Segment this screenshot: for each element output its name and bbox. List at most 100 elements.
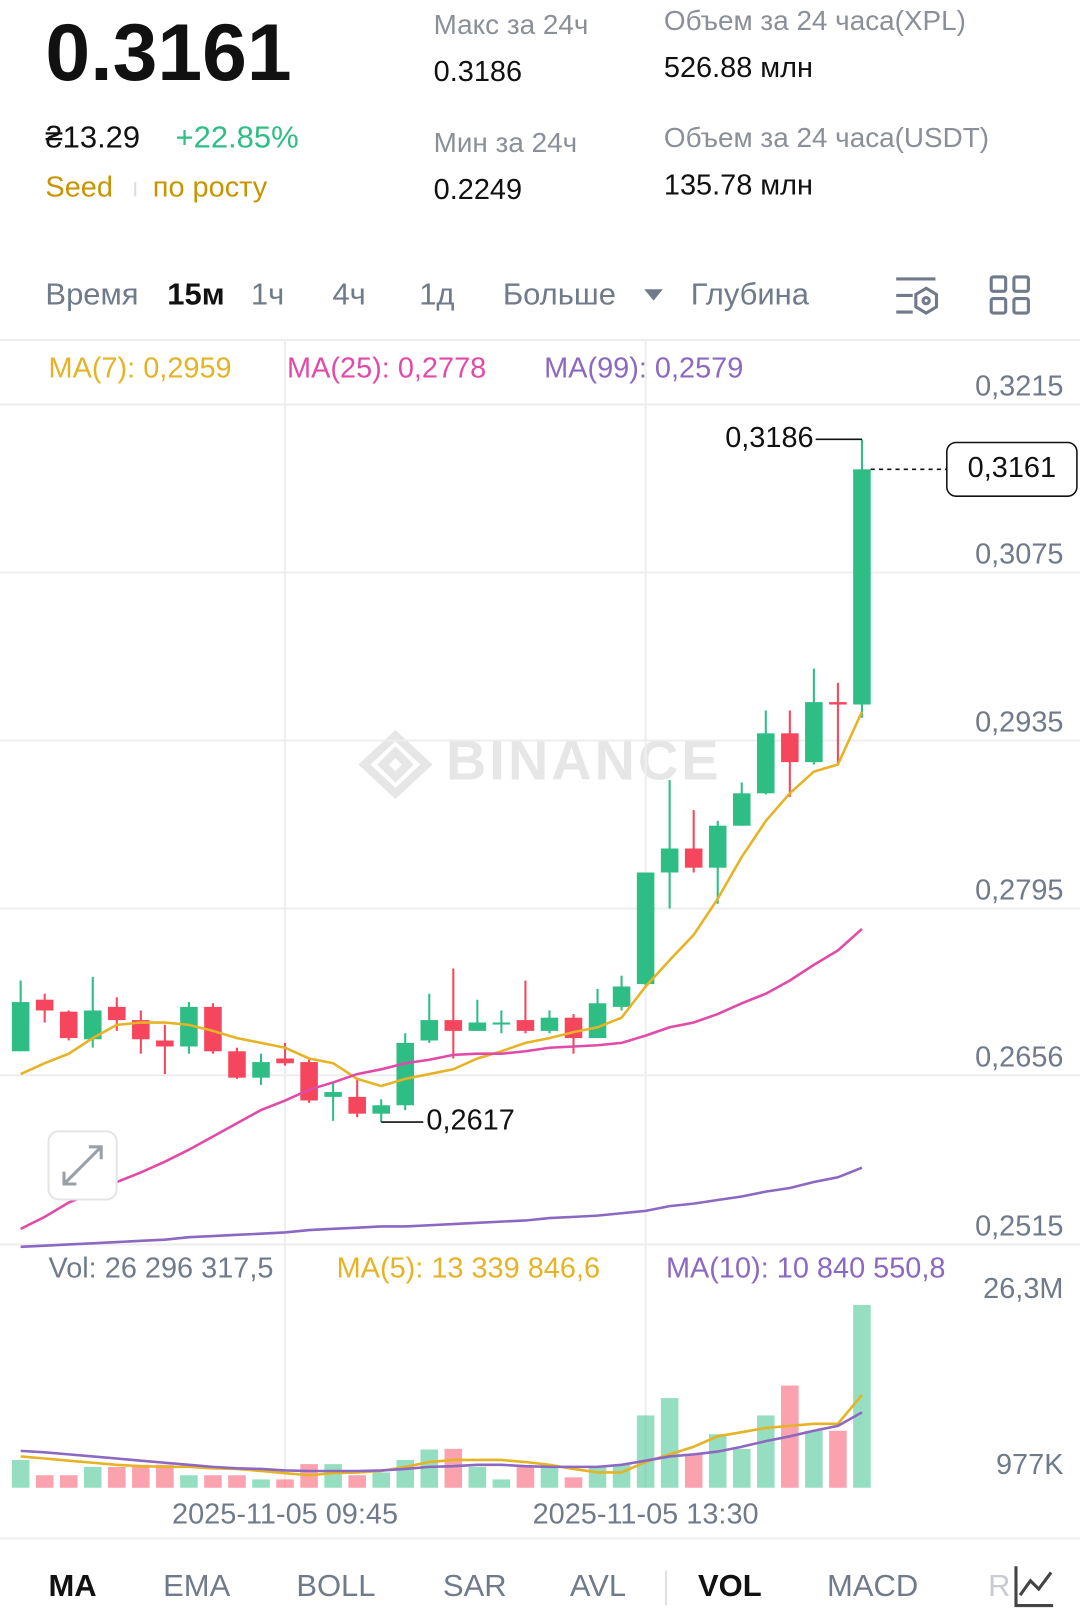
y-tick-label: 0,2656: [975, 1041, 1063, 1073]
ma-line: [20, 711, 864, 1088]
volume-bar: [59, 1475, 78, 1488]
volume-bar: [276, 1479, 294, 1488]
depth-tab[interactable]: Глубина: [691, 277, 810, 312]
layout-icon[interactable]: [989, 275, 1030, 315]
fiat-price: ₴13.29: [45, 120, 140, 155]
legend-entry: MA(5): 13 339 846,6: [337, 1252, 600, 1284]
candle-body: [228, 1051, 246, 1078]
ma-line: [20, 1166, 863, 1249]
volume-bar: [660, 1398, 679, 1488]
candle-body: [564, 1017, 583, 1039]
candle-body: [156, 1040, 174, 1047]
volume-bar: [444, 1448, 463, 1488]
volume-ma-line: [20, 1394, 863, 1477]
volume-bar: [324, 1464, 342, 1488]
candle-body: [805, 702, 823, 763]
last-price-label: 0,3161: [968, 452, 1056, 484]
indicator-tab[interactable]: BOLL: [296, 1568, 375, 1603]
stat-value: 526.88 млн: [664, 52, 813, 84]
interval-tab[interactable]: 1д: [419, 277, 454, 312]
candle-body: [420, 1020, 439, 1041]
settings-icon[interactable]: [896, 277, 939, 315]
y-tick-label: 0,3215: [975, 371, 1063, 403]
candle-body: [132, 1020, 150, 1040]
volume-bar: [132, 1464, 150, 1488]
interval-tab[interactable]: 1ч: [251, 277, 284, 312]
volume-bar: [420, 1449, 439, 1488]
candle-body: [636, 872, 655, 985]
stat-value: 0.3186: [434, 56, 522, 88]
candle-body: [468, 1022, 487, 1031]
legend-entry: MA(7): 0,2959: [49, 353, 232, 385]
candle-body: [516, 1020, 535, 1031]
y-tick-label: 0,3075: [975, 539, 1063, 571]
legend-entry: MA(99): 0,2579: [544, 353, 743, 385]
candle-body: [300, 1062, 318, 1101]
indicator-tab[interactable]: MA: [49, 1568, 97, 1603]
chart-icon[interactable]: [1014, 1566, 1054, 1608]
dropdown-arrow: [644, 289, 663, 301]
candle-body: [35, 999, 54, 1011]
candle-body: [180, 1006, 198, 1047]
chart-layer: 2025-11-05 09:45 2025-11-05 13:30 0,3215 0,…: [0, 340, 1080, 1530]
indicator-tab[interactable]: AVL: [570, 1568, 626, 1603]
watermark: BINANCE: [446, 729, 722, 791]
stat-value: 135.78 млн: [664, 170, 813, 202]
volume-bar: [540, 1464, 559, 1488]
legend-entry: MA(25): 0,2778: [287, 353, 486, 385]
volume-bar: [348, 1475, 366, 1488]
candle-body: [444, 1020, 463, 1031]
high-label: 0,3186: [725, 422, 813, 454]
candle-body: [732, 793, 751, 826]
candle-body: [83, 1010, 102, 1040]
candle-body: [684, 848, 703, 868]
watermark-logo: [358, 729, 433, 800]
legend-entry: Vol: 26 296 317,5: [49, 1252, 274, 1284]
tag-divider: [134, 181, 137, 197]
more-tab[interactable]: Больше: [503, 277, 616, 312]
interval-tab[interactable]: 4ч: [332, 277, 365, 312]
volume-bar: [83, 1466, 102, 1488]
last-price-box: [946, 441, 1078, 497]
tag[interactable]: по росту: [153, 172, 268, 204]
volume-bar: [396, 1459, 415, 1488]
volume-bar: [829, 1430, 847, 1488]
expand-button[interactable]: [47, 1130, 118, 1201]
last-price: 0.3161: [45, 8, 291, 98]
x-tick-label: 2025-11-05 09:45: [172, 1498, 398, 1530]
volume-bar: [204, 1475, 222, 1488]
stat-label: Макс за 24ч: [434, 9, 589, 40]
volume-bar: [708, 1434, 727, 1488]
candle-body: [853, 469, 871, 705]
volume-bar: [684, 1454, 703, 1488]
tag[interactable]: Seed: [45, 172, 112, 204]
time-label: Время: [45, 277, 138, 312]
stat-label: Объем за 24 часа(XPL): [664, 5, 966, 36]
volume-bar: [732, 1448, 751, 1488]
candle-body: [781, 733, 799, 763]
indicator-tab[interactable]: EMA: [163, 1568, 230, 1603]
candle-body: [540, 1017, 559, 1031]
indicator-tab[interactable]: SAR: [443, 1568, 507, 1603]
volume-bar: [252, 1479, 270, 1488]
candle-body: [757, 733, 775, 794]
indicator-tab[interactable]: VOL: [698, 1568, 762, 1603]
volume-bar: [805, 1430, 823, 1488]
y-tick-label: 26,3M: [983, 1273, 1063, 1305]
stat-label: Мин за 24ч: [434, 127, 577, 158]
indicator-tab[interactable]: MACD: [827, 1568, 918, 1603]
candle-body: [108, 1006, 126, 1021]
volume-bar: [11, 1459, 30, 1488]
volume-bar: [156, 1464, 174, 1488]
volume-bar: [636, 1415, 655, 1488]
volume-bar: [228, 1475, 246, 1488]
ma-line: [20, 927, 863, 1231]
stat-label: Объем за 24 часа(USDT): [664, 122, 989, 153]
low-label: 0,2617: [426, 1105, 514, 1137]
indicator-tab[interactable]: R: [988, 1568, 1010, 1603]
interval-tab[interactable]: 15м: [167, 277, 224, 312]
price-change: +22.85%: [176, 120, 299, 155]
y-tick-label: 0,2515: [975, 1211, 1063, 1243]
